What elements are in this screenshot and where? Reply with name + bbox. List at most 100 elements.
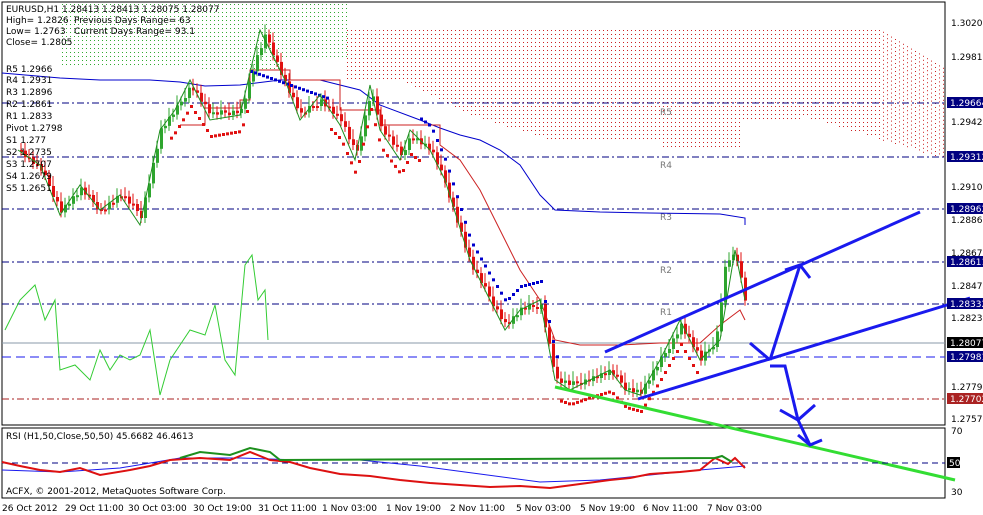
cloud-dot bbox=[667, 142, 668, 143]
cloud-dot bbox=[807, 42, 808, 43]
cloud-dot bbox=[383, 42, 384, 43]
cloud-dot bbox=[607, 94, 608, 95]
cloud-dot bbox=[611, 74, 612, 75]
cloud-dot bbox=[222, 20, 223, 21]
cloud-dot bbox=[687, 126, 688, 127]
cloud-dot bbox=[647, 42, 648, 43]
cloud-dot bbox=[435, 90, 436, 91]
cloud-dot bbox=[535, 122, 536, 123]
cloud-dot bbox=[735, 114, 736, 115]
cloud-dot bbox=[547, 42, 548, 43]
cloud-dot bbox=[198, 52, 199, 53]
cloud-dot bbox=[551, 58, 552, 59]
cloud-dot bbox=[927, 118, 928, 120]
cloud-dot bbox=[711, 126, 712, 127]
cloud-dot bbox=[731, 110, 732, 111]
cloud-dot bbox=[86, 36, 87, 37]
cloud-dot bbox=[463, 38, 464, 39]
cloud-dot bbox=[899, 61, 900, 63]
cloud-dot bbox=[535, 126, 536, 127]
cloud-dot bbox=[907, 138, 908, 140]
cloud-dot bbox=[342, 52, 343, 53]
cloud-dot bbox=[415, 62, 416, 63]
cloud-dot bbox=[863, 86, 864, 87]
cloud-dot bbox=[903, 63, 904, 65]
cloud-dot bbox=[411, 58, 412, 59]
cloud-dot bbox=[246, 64, 247, 65]
cloud-dot bbox=[775, 78, 776, 79]
cloud-dot bbox=[631, 62, 632, 63]
cloud-dot bbox=[743, 42, 744, 43]
cloud-dot bbox=[707, 62, 708, 63]
cloud-dot bbox=[395, 46, 396, 47]
cloud-dot bbox=[290, 16, 291, 17]
cloud-dot bbox=[731, 106, 732, 107]
cloud-dot bbox=[194, 48, 195, 49]
cloud-dot bbox=[775, 74, 776, 75]
cloud-dot bbox=[787, 118, 788, 119]
cloud-dot bbox=[371, 58, 372, 59]
cloud-dot bbox=[66, 4, 67, 5]
main-plot-frame[interactable] bbox=[1, 1, 946, 426]
cloud-dot bbox=[62, 20, 63, 21]
cloud-dot bbox=[791, 46, 792, 47]
cloud-dot bbox=[811, 86, 812, 87]
cloud-dot bbox=[671, 54, 672, 55]
cloud-dot bbox=[535, 34, 536, 35]
cloud-dot bbox=[479, 90, 480, 91]
cloud-dot bbox=[935, 63, 936, 64]
cloud-dot bbox=[483, 30, 484, 31]
cloud-dot bbox=[691, 106, 692, 107]
cloud-dot bbox=[655, 98, 656, 99]
cloud-dot bbox=[246, 52, 247, 53]
cloud-dot bbox=[583, 70, 584, 71]
cloud-dot bbox=[559, 90, 560, 91]
cloud-dot bbox=[635, 58, 636, 59]
cloud-dot bbox=[359, 34, 360, 35]
cloud-dot bbox=[851, 94, 852, 95]
cloud-dot bbox=[214, 52, 215, 53]
cloud-dot bbox=[495, 118, 496, 119]
cloud-dot bbox=[795, 54, 796, 55]
cloud-dot bbox=[471, 74, 472, 75]
cloud-dot bbox=[126, 48, 127, 49]
cloud-dot bbox=[663, 66, 664, 67]
cloud-dot bbox=[463, 30, 464, 31]
cloud-dot bbox=[190, 52, 191, 53]
cloud-dot bbox=[611, 62, 612, 63]
cloud-dot bbox=[759, 30, 760, 31]
cloud-dot bbox=[383, 62, 384, 63]
cloud-dot bbox=[266, 4, 267, 5]
cloud-dot bbox=[379, 42, 380, 43]
cloud-dot bbox=[495, 70, 496, 71]
cloud-dot bbox=[943, 103, 944, 105]
cloud-dot bbox=[338, 52, 339, 53]
cloud-dot bbox=[915, 55, 916, 56]
cloud-dot bbox=[451, 42, 452, 43]
cloud-dot bbox=[467, 86, 468, 87]
cloud-dot bbox=[70, 12, 71, 13]
cloud-dot bbox=[423, 50, 424, 51]
cloud-dot bbox=[363, 34, 364, 35]
cloud-dot bbox=[475, 34, 476, 35]
cloud-dot bbox=[242, 12, 243, 13]
cloud-dot bbox=[687, 42, 688, 43]
cloud-dot bbox=[763, 118, 764, 119]
cloud-dot bbox=[338, 36, 339, 37]
cloud-dot bbox=[318, 12, 319, 13]
cloud-dot bbox=[671, 50, 672, 51]
cloud-dot bbox=[447, 58, 448, 59]
cloud-dot bbox=[555, 58, 556, 59]
cloud-dot bbox=[290, 28, 291, 29]
cloud-dot bbox=[511, 34, 512, 35]
cloud-dot bbox=[463, 94, 464, 95]
candle-body bbox=[488, 286, 491, 297]
cloud-dot bbox=[679, 118, 680, 119]
cloud-dot bbox=[435, 50, 436, 51]
cloud-dot bbox=[371, 50, 372, 51]
cloud-dot bbox=[355, 74, 356, 75]
cloud-dot bbox=[515, 110, 516, 111]
cloud-dot bbox=[511, 118, 512, 119]
cloud-dot bbox=[691, 74, 692, 75]
